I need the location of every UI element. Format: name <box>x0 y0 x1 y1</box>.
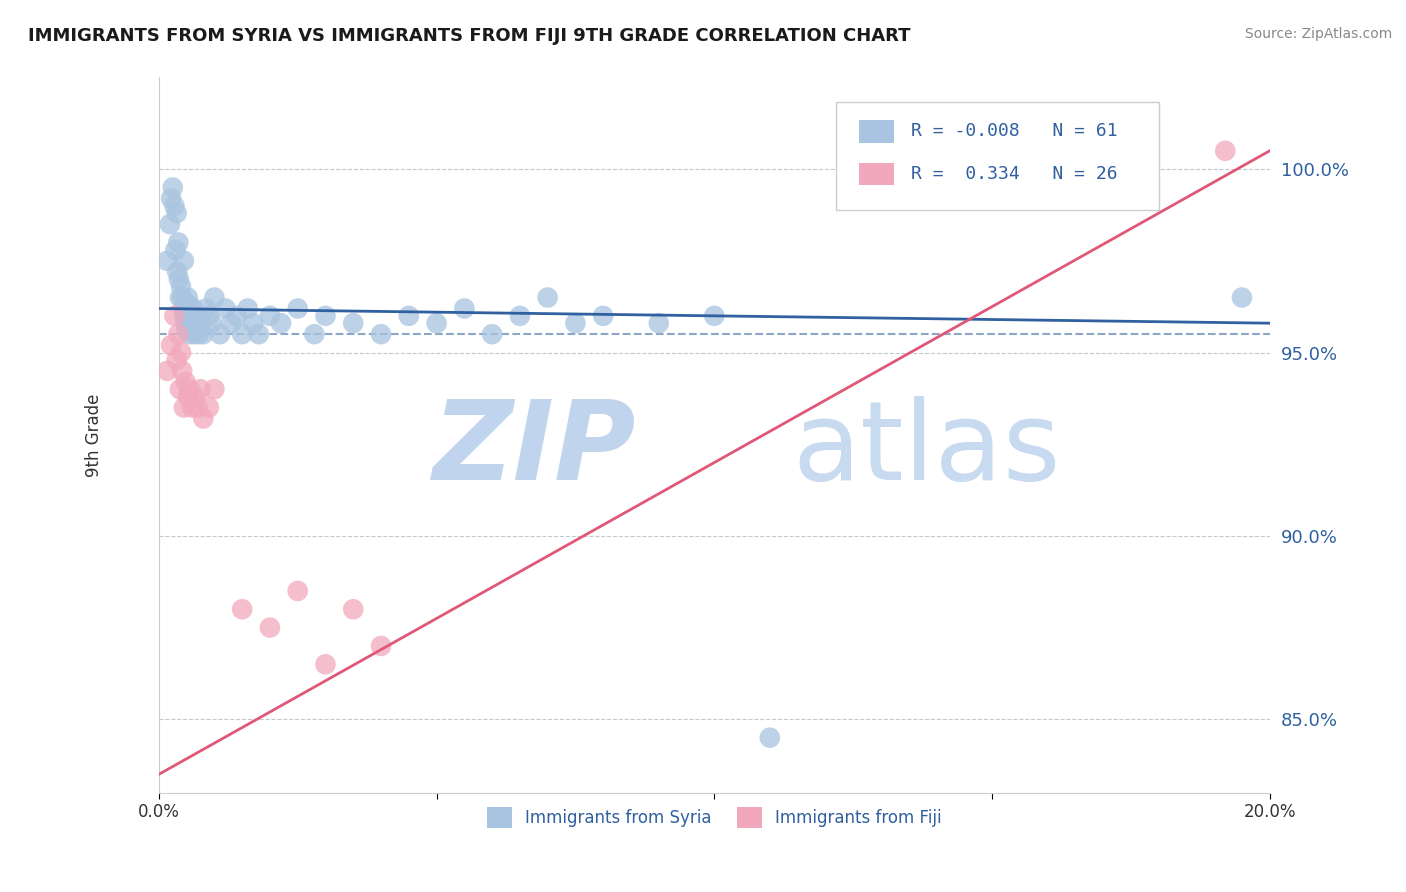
Point <box>165 243 187 257</box>
Point <box>170 345 193 359</box>
Point <box>160 338 183 352</box>
Point <box>173 309 195 323</box>
Point <box>759 731 782 745</box>
Point <box>166 265 188 279</box>
Point <box>219 316 242 330</box>
Point <box>304 327 326 342</box>
Point <box>172 301 194 316</box>
Point <box>156 253 179 268</box>
Point <box>166 206 188 220</box>
FancyBboxPatch shape <box>859 120 894 143</box>
Point <box>173 253 195 268</box>
FancyBboxPatch shape <box>859 162 894 186</box>
Point <box>201 316 224 330</box>
Point <box>179 382 201 396</box>
Point <box>186 316 208 330</box>
Point <box>287 583 309 598</box>
Point <box>159 217 181 231</box>
Point <box>259 621 281 635</box>
Point <box>167 272 190 286</box>
Point <box>177 298 200 312</box>
Point <box>169 291 191 305</box>
Point <box>169 382 191 396</box>
Point <box>214 301 236 316</box>
Point <box>181 316 204 330</box>
Point <box>314 657 336 672</box>
Point <box>187 309 209 323</box>
Point <box>181 401 204 415</box>
Point <box>193 327 215 342</box>
Point <box>160 192 183 206</box>
Point <box>181 301 204 316</box>
Point <box>1230 291 1253 305</box>
Point <box>187 401 209 415</box>
FancyBboxPatch shape <box>837 103 1159 210</box>
Point <box>342 602 364 616</box>
Point <box>170 279 193 293</box>
Point <box>190 382 212 396</box>
Text: R = -0.008   N = 61: R = -0.008 N = 61 <box>911 122 1118 140</box>
Point <box>167 327 190 342</box>
Legend: Immigrants from Syria, Immigrants from Fiji: Immigrants from Syria, Immigrants from F… <box>481 801 948 834</box>
Point <box>195 301 218 316</box>
Point <box>187 327 209 342</box>
Point <box>247 327 270 342</box>
Point <box>509 309 531 323</box>
Point <box>592 309 614 323</box>
Point <box>1213 144 1236 158</box>
Text: ZIP: ZIP <box>433 396 637 503</box>
Point <box>231 602 253 616</box>
Point <box>481 327 503 342</box>
Point <box>287 301 309 316</box>
Point <box>184 327 207 342</box>
Point <box>202 382 225 396</box>
Point <box>703 309 725 323</box>
Point <box>163 309 186 323</box>
Point <box>166 352 188 367</box>
Point <box>398 309 420 323</box>
Point <box>225 309 247 323</box>
Point <box>190 316 212 330</box>
Point <box>162 180 184 194</box>
Text: Source: ZipAtlas.com: Source: ZipAtlas.com <box>1244 27 1392 41</box>
Point <box>648 316 671 330</box>
Point <box>180 309 202 323</box>
Text: R =  0.334   N = 26: R = 0.334 N = 26 <box>911 165 1118 183</box>
Point <box>172 291 194 305</box>
Point <box>270 316 292 330</box>
Point <box>198 309 221 323</box>
Point <box>174 375 197 389</box>
Point <box>242 316 264 330</box>
Point <box>537 291 560 305</box>
Point <box>370 639 392 653</box>
Point <box>236 301 259 316</box>
Point <box>193 411 215 425</box>
Point <box>231 327 253 342</box>
Point <box>426 316 449 330</box>
Point <box>163 199 186 213</box>
Point <box>370 327 392 342</box>
Text: atlas: atlas <box>792 396 1060 503</box>
Y-axis label: 9th Grade: 9th Grade <box>86 393 103 476</box>
Point <box>172 364 194 378</box>
Text: IMMIGRANTS FROM SYRIA VS IMMIGRANTS FROM FIJI 9TH GRADE CORRELATION CHART: IMMIGRANTS FROM SYRIA VS IMMIGRANTS FROM… <box>28 27 911 45</box>
Point <box>564 316 586 330</box>
Point <box>156 364 179 378</box>
Point <box>342 316 364 330</box>
Point <box>176 324 198 338</box>
Point <box>179 327 201 342</box>
Point <box>208 327 231 342</box>
Point <box>453 301 475 316</box>
Point <box>314 309 336 323</box>
Point <box>184 390 207 404</box>
Point <box>177 390 200 404</box>
Point <box>177 291 200 305</box>
Point <box>198 401 221 415</box>
Point <box>173 401 195 415</box>
Point <box>259 309 281 323</box>
Point <box>202 291 225 305</box>
Point <box>174 316 197 330</box>
Point <box>167 235 190 250</box>
